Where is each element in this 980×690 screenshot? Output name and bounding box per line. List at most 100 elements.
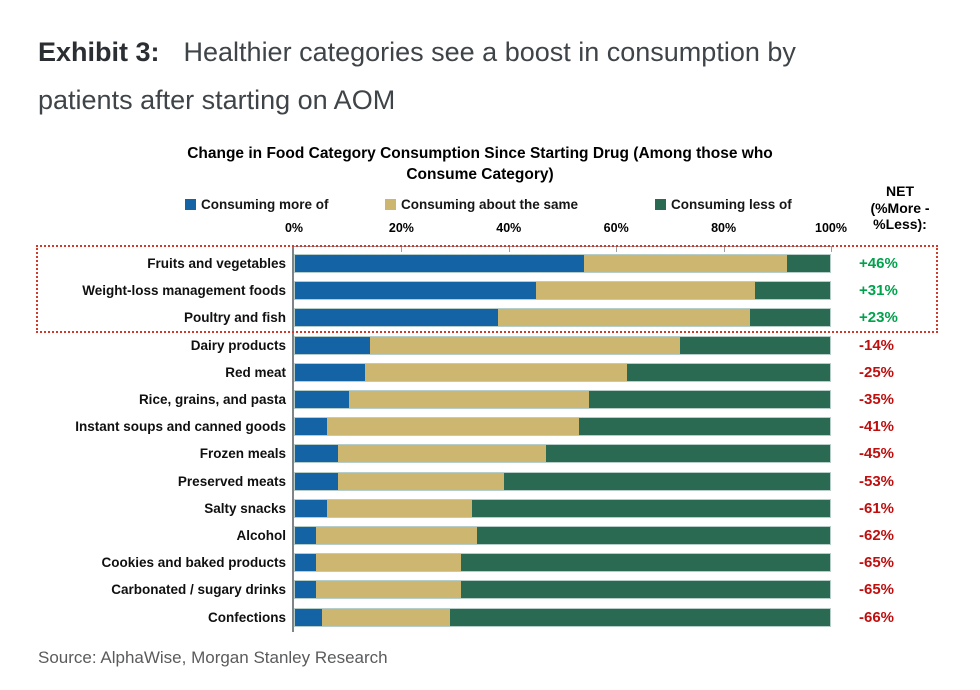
x-axis-tick (616, 246, 618, 252)
bar-track (294, 525, 831, 545)
net-value: +46% (859, 255, 898, 273)
legend-swatch (655, 199, 666, 210)
bar-segment-more (295, 608, 322, 626)
x-axis-tick-label: 20% (388, 221, 414, 235)
bar-segment-less (460, 554, 830, 572)
table-row: Weight-loss management foods +31% (38, 277, 943, 304)
legend-item: Consuming more of (185, 197, 329, 212)
net-header: NET (%More - %Less): (850, 183, 950, 233)
bar-segment-same (348, 391, 590, 409)
bar-segment-more (295, 363, 365, 381)
legend-swatch (185, 199, 196, 210)
bar-track (294, 417, 831, 437)
row-label: Fruits and vegetables (147, 256, 286, 272)
bar-segment-same (327, 499, 472, 517)
table-row: Fruits and vegetables +46% (38, 250, 943, 277)
x-axis-tick-label: 60% (603, 221, 629, 235)
bar-track (294, 444, 831, 464)
x-axis-tick-label: 40% (496, 221, 522, 235)
bar-segment-more (295, 391, 349, 409)
bar-track (294, 335, 831, 355)
table-row: Frozen meals -45% (38, 440, 943, 467)
bar-segment-less (755, 282, 830, 300)
bar-segment-more (295, 418, 328, 436)
net-value: -66% (859, 608, 895, 626)
bar-segment-same (535, 282, 756, 300)
bar-segment-more (295, 336, 370, 354)
bar-track (294, 580, 831, 600)
table-row: Salty snacks -61% (38, 495, 943, 522)
table-row: Red meat -25% (38, 359, 943, 386)
bar-segment-more (295, 445, 338, 463)
legend-swatch (385, 199, 396, 210)
row-label: Confections (207, 609, 286, 625)
bar-track (294, 607, 831, 627)
row-label: Cookies and baked products (101, 555, 286, 571)
bar-segment-same (316, 554, 461, 572)
bar-track (294, 254, 831, 274)
chart-title-line2: Consume Category) (406, 166, 554, 183)
bar-track (294, 281, 831, 301)
bar-segment-less (476, 526, 830, 544)
x-axis-labels: 0% 20% 40% 60% 80% 100% (285, 221, 847, 237)
exhibit-title-line1: Exhibit 3: Healthier categories see a boo… (38, 28, 948, 76)
bar-segment-same (316, 581, 461, 599)
chart-title: Change in Food Category Consumption Sinc… (160, 143, 800, 185)
legend-item-label: Consuming more of (201, 197, 329, 212)
plot-top-border (294, 246, 832, 247)
row-label: Rice, grains, and pasta (138, 392, 286, 408)
bar-segment-same (498, 309, 750, 327)
row-label: Salty snacks (204, 500, 286, 516)
bar-segment-more (295, 472, 338, 490)
table-row: Alcohol -62% (38, 522, 943, 549)
net-value: -61% (859, 499, 895, 517)
bar-segment-same (364, 363, 627, 381)
x-axis-tick (508, 246, 510, 252)
bar-segment-less (578, 418, 830, 436)
bar-segment-more (295, 309, 499, 327)
bar-segment-same (337, 472, 504, 490)
row-label: Weight-loss management foods (82, 283, 286, 299)
bar-segment-less (503, 472, 830, 490)
table-row: Instant soups and canned goods -41% (38, 413, 943, 440)
legend-item-label: Consuming about the same (401, 197, 579, 212)
row-label: Dairy products (190, 337, 286, 353)
row-label: Red meat (225, 364, 286, 380)
net-value: +23% (859, 309, 898, 327)
x-axis-tick-label: 100% (815, 221, 847, 235)
net-header-line1: NET (886, 183, 914, 199)
row-label: Poultry and fish (183, 310, 286, 326)
bar-segment-less (471, 499, 830, 517)
net-value: -45% (859, 445, 895, 463)
bar-segment-more (295, 255, 584, 273)
bar-segment-less (749, 309, 830, 327)
bar-segment-more (295, 282, 536, 300)
net-value: -53% (859, 472, 895, 490)
bar-segment-more (295, 526, 317, 544)
bar-track (294, 553, 831, 573)
exhibit-title: Exhibit 3: Healthier categories see a boo… (38, 28, 948, 124)
exhibit-title-text1: Healthier categories see a boost in cons… (183, 37, 796, 67)
row-label: Preserved meats (177, 473, 286, 489)
net-value: -14% (859, 336, 895, 354)
bar-segment-less (680, 336, 830, 354)
row-label: Instant soups and canned goods (75, 419, 286, 435)
bar-segment-same (369, 336, 681, 354)
bar-segment-less (589, 391, 830, 409)
x-axis-tick-label: 80% (711, 221, 737, 235)
net-header-line2: (%More - (870, 199, 930, 216)
table-row: Poultry and fish +23% (38, 304, 943, 331)
bar-segment-less (626, 363, 830, 381)
y-axis-line (292, 246, 294, 632)
row-label: Carbonated / sugary drinks (111, 582, 286, 598)
net-value: -35% (859, 391, 895, 409)
chart-title-line1: Change in Food Category Consumption Sinc… (187, 145, 773, 162)
table-row: Cookies and baked products -65% (38, 549, 943, 576)
net-value: -62% (859, 526, 895, 544)
row-label: Frozen meals (199, 446, 286, 462)
bar-track (294, 390, 831, 410)
bar-segment-same (316, 526, 477, 544)
bar-segment-same (583, 255, 788, 273)
bar-track (294, 308, 831, 328)
bar-segment-same (337, 445, 547, 463)
